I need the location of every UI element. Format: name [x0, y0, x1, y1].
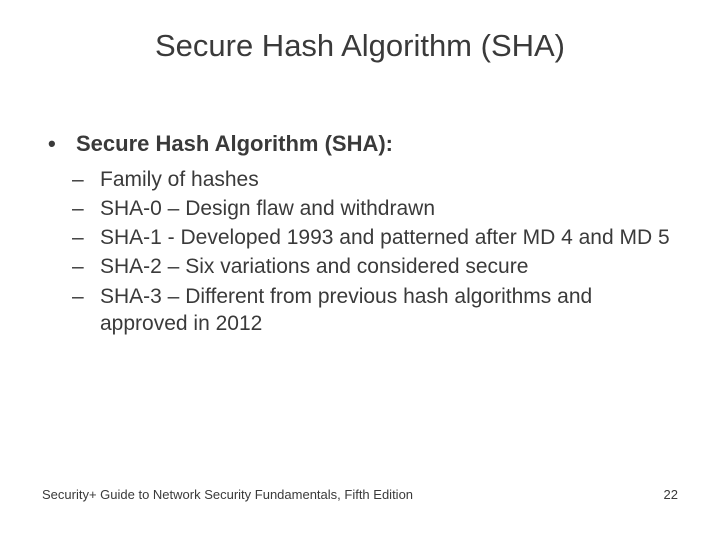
- list-item-text: SHA-2 – Six variations and considered se…: [100, 253, 678, 280]
- footer-left: Security+ Guide to Network Security Fund…: [42, 487, 413, 502]
- list-item: – SHA-2 – Six variations and considered …: [72, 253, 678, 280]
- slide-title: Secure Hash Algorithm (SHA): [0, 28, 720, 64]
- dash-icon: –: [72, 195, 100, 222]
- list-item-text: Family of hashes: [100, 166, 678, 193]
- list-item: – SHA-3 – Different from previous hash a…: [72, 283, 678, 338]
- list-item: – SHA-1 - Developed 1993 and patterned a…: [72, 224, 678, 251]
- list-item-text: SHA-0 – Design flaw and withdrawn: [100, 195, 678, 222]
- bullet-heading: • Secure Hash Algorithm (SHA):: [42, 130, 678, 158]
- heading-text: Secure Hash Algorithm (SHA):: [76, 130, 393, 158]
- slide-body: • Secure Hash Algorithm (SHA): – Family …: [42, 130, 678, 339]
- list-item: – SHA-0 – Design flaw and withdrawn: [72, 195, 678, 222]
- bullet-dot-icon: •: [42, 130, 76, 158]
- page-number: 22: [664, 487, 678, 502]
- list-item: – Family of hashes: [72, 166, 678, 193]
- dash-icon: –: [72, 253, 100, 280]
- slide: Secure Hash Algorithm (SHA) • Secure Has…: [0, 0, 720, 540]
- dash-icon: –: [72, 224, 100, 251]
- dash-icon: –: [72, 166, 100, 193]
- list-item-text: SHA-3 – Different from previous hash alg…: [100, 283, 678, 338]
- list-item-text: SHA-1 - Developed 1993 and patterned aft…: [100, 224, 678, 251]
- dash-icon: –: [72, 283, 100, 338]
